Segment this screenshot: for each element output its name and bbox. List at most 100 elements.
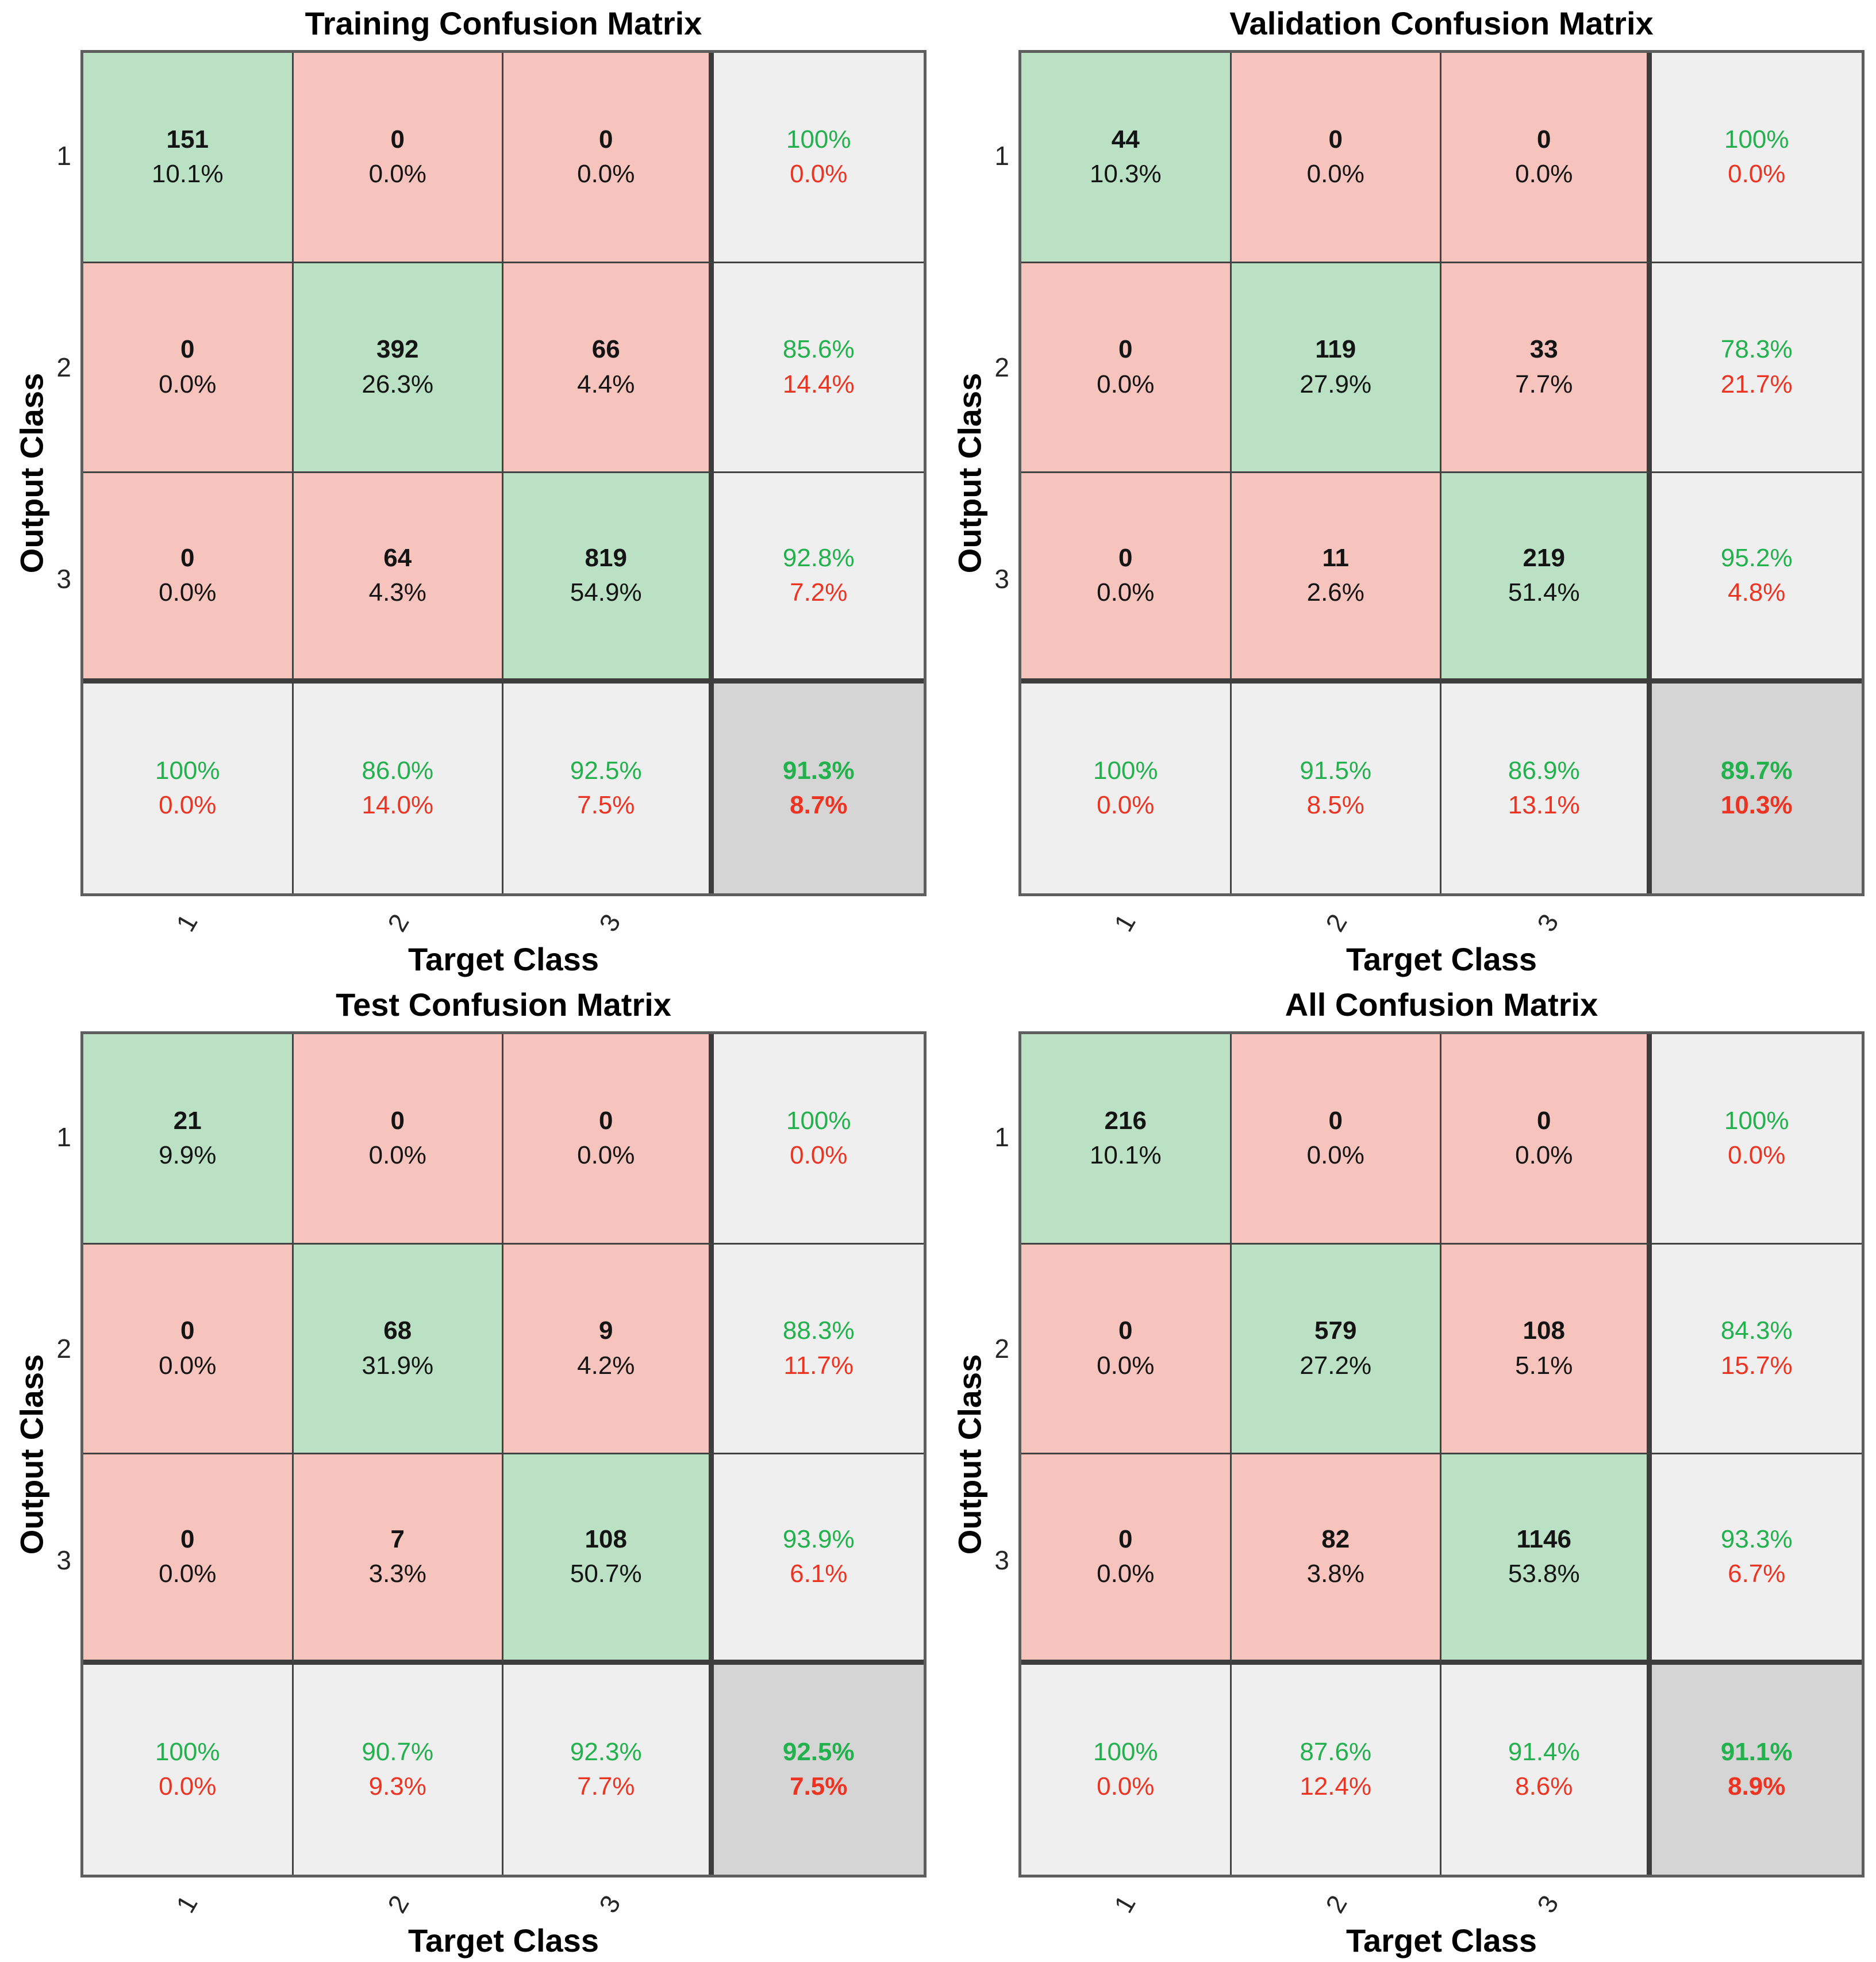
y-tick-2: 2 <box>56 352 71 382</box>
matrix-cell-r1c2: 0 0.0% <box>293 1034 503 1245</box>
y-axis-label: Output Class <box>951 373 988 574</box>
matrix-cell-r3c2: 7 3.3% <box>293 1454 503 1665</box>
row-summary-2: 85.6% 14.4% <box>713 263 924 473</box>
y-axis-label: Output Class <box>13 373 50 574</box>
percent-correct: 92.3% <box>570 1737 642 1766</box>
cell-percent: 4.3% <box>368 578 426 607</box>
percent-correct: 100% <box>1093 756 1158 785</box>
cell-count: 151 <box>166 125 209 153</box>
cell-percent: 10.1% <box>1089 1141 1162 1170</box>
col-summary-2: 87.6% 12.4% <box>1231 1664 1441 1875</box>
cell-percent: 54.9% <box>570 578 642 607</box>
y-axis-label: Output Class <box>13 1354 50 1555</box>
percent-incorrect: 7.2% <box>790 578 848 607</box>
col-summary-3: 91.4% 8.6% <box>1441 1664 1652 1875</box>
percent-incorrect: 21.7% <box>1720 370 1793 398</box>
cell-count: 579 <box>1314 1316 1357 1345</box>
confusion-grid: 151 10.1% 0 0.0% 0 0.0% 100% 0.0% 0 0.0% 392 26.3% 6… <box>80 50 927 896</box>
matrix-cell-r2c2: 68 31.9% <box>293 1244 503 1454</box>
cell-percent: 0.0% <box>159 1351 217 1380</box>
cell-percent: 9.9% <box>159 1141 217 1170</box>
percent-incorrect: 0.0% <box>1728 160 1786 189</box>
percent-incorrect: 0.0% <box>159 791 217 820</box>
cell-count: 0 <box>390 125 405 153</box>
cell-percent: 27.2% <box>1300 1351 1372 1380</box>
overall-accuracy-cell: 92.5% 7.5% <box>713 1664 924 1875</box>
overall-accuracy: 89.7% <box>1720 756 1793 785</box>
percent-correct: 84.3% <box>1720 1316 1793 1345</box>
y-tick-3: 3 <box>56 1545 71 1575</box>
percent-correct: 92.5% <box>570 756 642 785</box>
cell-percent: 0.0% <box>577 1141 635 1170</box>
cell-percent: 3.3% <box>368 1560 426 1588</box>
y-axis-label: Output Class <box>951 1354 988 1555</box>
percent-correct: 87.6% <box>1300 1737 1372 1766</box>
percent-incorrect: 11.7% <box>783 1351 854 1380</box>
overall-accuracy: 92.5% <box>782 1737 855 1766</box>
matrix-cell-r1c1: 44 10.3% <box>1021 53 1232 263</box>
percent-correct: 100% <box>786 1106 851 1135</box>
x-tick-3: 3 <box>1531 1890 1564 1918</box>
matrix-cell-r1c2: 0 0.0% <box>1231 1034 1441 1245</box>
y-tick-1: 1 <box>994 1122 1009 1152</box>
overall-error: 8.9% <box>1728 1772 1786 1801</box>
cell-percent: 0.0% <box>368 1141 426 1170</box>
row-summary-2: 84.3% 15.7% <box>1651 1244 1862 1454</box>
cell-percent: 7.7% <box>1515 370 1573 398</box>
col-summary-1: 100% 0.0% <box>83 1664 294 1875</box>
cell-count: 0 <box>1537 1106 1551 1135</box>
cell-percent: 26.3% <box>362 370 434 398</box>
y-tick-3: 3 <box>994 1545 1009 1575</box>
matrix-cell-r2c2: 392 26.3% <box>293 263 503 473</box>
row-summary-1: 100% 0.0% <box>713 53 924 263</box>
cell-percent: 0.0% <box>1306 1141 1364 1170</box>
x-tick-2: 2 <box>381 908 415 937</box>
cell-count: 21 <box>173 1106 202 1135</box>
overall-accuracy-cell: 89.7% 10.3% <box>1651 683 1862 893</box>
panel-title: All Confusion Matrix <box>1285 986 1598 1023</box>
overall-error: 8.7% <box>790 791 848 820</box>
cell-count: 1146 <box>1516 1525 1571 1553</box>
x-axis-label: Target Class <box>1346 1922 1537 1959</box>
percent-incorrect: 8.5% <box>1306 791 1364 820</box>
percent-correct: 100% <box>155 1737 220 1766</box>
percent-incorrect: 0.0% <box>790 160 848 189</box>
percent-incorrect: 0.0% <box>1097 791 1155 820</box>
percent-incorrect: 13.1% <box>1508 791 1580 820</box>
col-summary-1: 100% 0.0% <box>1021 1664 1232 1875</box>
percent-incorrect: 0.0% <box>1097 1772 1155 1801</box>
matrix-cell-r3c1: 0 0.0% <box>1021 473 1232 684</box>
matrix-cell-r2c1: 0 0.0% <box>1021 263 1232 473</box>
x-tick-3: 3 <box>593 908 626 937</box>
percent-correct: 95.2% <box>1720 543 1793 572</box>
cell-percent: 53.8% <box>1508 1560 1580 1588</box>
y-tick-2: 2 <box>56 1334 71 1364</box>
overall-accuracy-cell: 91.1% 8.9% <box>1651 1664 1862 1875</box>
percent-correct: 100% <box>1724 125 1789 153</box>
matrix-cell-r1c3: 0 0.0% <box>1441 1034 1652 1245</box>
cell-percent: 4.4% <box>577 370 635 398</box>
percent-correct: 78.3% <box>1720 335 1793 364</box>
cell-count: 82 <box>1321 1525 1350 1553</box>
matrix-cell-r1c2: 0 0.0% <box>1231 53 1441 263</box>
cell-count: 64 <box>383 543 412 572</box>
cell-count: 0 <box>180 1525 195 1553</box>
cell-count: 0 <box>1118 1525 1133 1553</box>
matrix-cell-r2c1: 0 0.0% <box>83 263 294 473</box>
matrix-cell-r3c2: 11 2.6% <box>1231 473 1441 684</box>
confusion-grid: 21 9.9% 0 0.0% 0 0.0% 100% 0.0% 0 0.0% 68 31.9% 9 4.2… <box>80 1031 927 1877</box>
cell-count: 819 <box>585 543 627 572</box>
panel-title: Test Confusion Matrix <box>336 986 671 1023</box>
percent-incorrect: 7.5% <box>577 791 635 820</box>
matrix-cell-r3c3: 219 51.4% <box>1441 473 1652 684</box>
matrix-cell-r1c1: 216 10.1% <box>1021 1034 1232 1245</box>
percent-incorrect: 15.7% <box>1720 1351 1793 1380</box>
cell-percent: 10.1% <box>151 160 224 189</box>
cell-count: 0 <box>1118 1316 1133 1345</box>
cell-count: 0 <box>1328 1106 1343 1135</box>
matrix-cell-r3c1: 0 0.0% <box>1021 1454 1232 1665</box>
matrix-cell-r1c2: 0 0.0% <box>293 53 503 263</box>
y-tick-3: 3 <box>994 564 1009 594</box>
row-summary-3: 93.9% 6.1% <box>713 1454 924 1665</box>
x-tick-1: 1 <box>170 908 203 937</box>
